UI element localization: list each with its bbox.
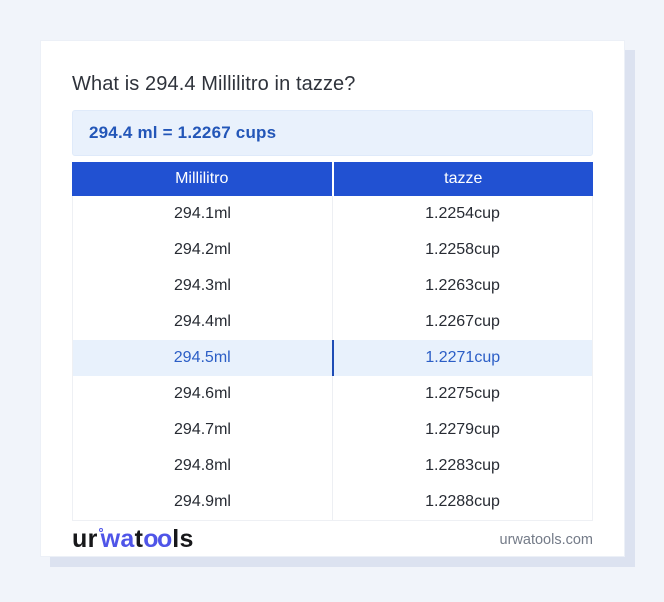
logo-part-ur: ur [72, 525, 98, 553]
conversion-result-text: 294.4 ml = 1.2267 cups [89, 123, 277, 142]
ml-cell: 294.6ml [73, 376, 333, 412]
logo-part-t: t [134, 525, 144, 553]
logo-part-oo: oo [143, 525, 172, 553]
table-row[interactable]: 294.7ml 1.2279cup [73, 412, 592, 448]
table-row[interactable]: 294.2ml 1.2258cup [73, 232, 592, 268]
table-row[interactable]: 294.3ml 1.2263cup [73, 268, 592, 304]
table-row[interactable]: 294.4ml 1.2267cup [73, 304, 592, 340]
ml-cell: 294.4ml [73, 304, 333, 340]
cup-cell: 1.2258cup [425, 241, 500, 258]
cup-cell: 1.2254cup [425, 205, 500, 222]
table-row[interactable]: 294.9ml 1.2288cup [73, 484, 592, 520]
logo-part-wa: wa [100, 525, 135, 553]
ml-cell: 294.2ml [73, 232, 333, 268]
ml-cell: 294.7ml [73, 412, 333, 448]
ml-cell: 294.3ml [73, 268, 333, 304]
logo-part-ls: ls [172, 525, 194, 553]
ml-cell: 294.1ml [73, 196, 333, 232]
cup-cell: 1.2271cup [425, 349, 501, 366]
converter-card: What is 294.4 Millilitro in tazze? 294.4… [40, 40, 625, 557]
card-footer: ur watools urwatools.com [72, 521, 593, 557]
ml-cell: 294.5ml [73, 340, 334, 376]
table-header-row: Millilitro tazze [72, 162, 593, 196]
cup-cell: 1.2283cup [425, 457, 500, 474]
table-row-highlighted[interactable]: 294.5ml 1.2271cup [73, 340, 592, 376]
table-row[interactable]: 294.8ml 1.2283cup [73, 448, 592, 484]
cup-cell: 1.2263cup [425, 277, 500, 294]
ml-cell: 294.9ml [73, 484, 333, 520]
logo[interactable]: ur watools [72, 527, 194, 552]
conversion-table: Millilitro tazze 294.1ml 1.2254cup 294.2… [72, 162, 593, 521]
ml-cell: 294.8ml [73, 448, 333, 484]
table-body: 294.1ml 1.2254cup 294.2ml 1.2258cup 294.… [72, 196, 593, 521]
table-header-millilitro: Millilitro [72, 162, 334, 196]
cup-cell: 1.2267cup [425, 313, 500, 330]
table-row[interactable]: 294.1ml 1.2254cup [73, 196, 592, 232]
cup-cell: 1.2275cup [425, 385, 500, 402]
conversion-result-box: 294.4 ml = 1.2267 cups [72, 110, 593, 156]
cup-cell: 1.2288cup [425, 493, 500, 510]
table-header-tazze: tazze [444, 170, 483, 187]
table-row[interactable]: 294.6ml 1.2275cup [73, 376, 592, 412]
cup-cell: 1.2279cup [425, 421, 500, 438]
page-title: What is 294.4 Millilitro in tazze? [72, 73, 356, 95]
logo-degree-icon [98, 528, 103, 532]
site-domain: urwatools.com [499, 531, 593, 548]
